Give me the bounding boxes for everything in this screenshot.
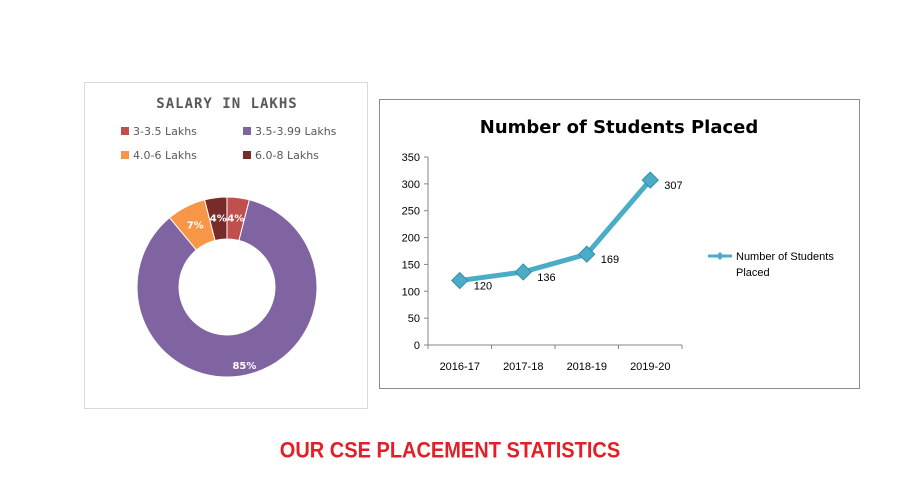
y-tick-label: 250: [402, 206, 420, 218]
donut-data-labels: 4% 85% 7% 4%: [187, 214, 257, 373]
y-tick-label: 200: [402, 233, 420, 245]
data-point-marker: [578, 245, 596, 263]
slice-data-label: 7%: [187, 221, 204, 232]
salary-donut-panel: SALARY IN LAKHS 3-3.5 Lakhs 3.5-3.99 Lakh…: [84, 82, 368, 409]
legend-entry: Number of Students Placed: [736, 251, 834, 279]
salary-donut-chart: SALARY IN LAKHS 3-3.5 Lakhs 3.5-3.99 Lakh…: [121, 96, 337, 378]
donut-legend: 3-3.5 Lakhs 3.5-3.99 Lakhs 4.0-6 Lakhs 6.0-…: [121, 125, 337, 162]
y-axis: 0 50 100 150 200 250 300 350: [402, 152, 429, 352]
legend-entry: 3.5-3.99 Lakhs: [255, 125, 337, 138]
slice-data-label: 85%: [232, 361, 256, 372]
y-tick-label: 100: [402, 286, 420, 298]
series-line: [459, 178, 653, 284]
y-tick-label: 0: [414, 340, 420, 352]
legend-entry: 3-3.5 Lakhs: [133, 125, 197, 138]
legend-swatch: [243, 151, 251, 159]
y-tick-label: 300: [402, 179, 420, 191]
line-legend: Number of Students Placed: [708, 251, 834, 279]
x-axis: 2016-17 2017-18 2018-19 2019-20: [427, 344, 683, 373]
data-point-label: 307: [664, 180, 682, 192]
x-tick-label: 2018-19: [567, 361, 607, 373]
data-point-marker: [514, 263, 532, 281]
data-point-marker: [641, 171, 659, 189]
legend-entry: 4.0-6 Lakhs: [133, 149, 197, 162]
footer-caption: OUR CSE PLACEMENT STATISTICS: [279, 438, 621, 464]
slice-data-label: 4%: [227, 214, 244, 225]
data-point-marker: [451, 271, 469, 290]
x-tick-label: 2017-18: [503, 361, 543, 373]
legend-entry: 6.0-8 Lakhs: [255, 149, 319, 162]
donut-slice: [136, 199, 318, 378]
legend-swatch: [121, 151, 129, 159]
legend-swatch: [121, 127, 129, 135]
line-chart-title: Number of Students Placed: [480, 117, 758, 138]
y-tick-label: 150: [402, 259, 420, 271]
data-point-label: 169: [601, 254, 619, 266]
data-point-label: 120: [474, 281, 492, 293]
y-tick-label: 350: [402, 152, 420, 164]
slice-data-label: 4%: [210, 214, 227, 225]
students-placed-panel: Number of Students Placed 0 50 100 150 200 25…: [379, 99, 860, 389]
legend-marker-swatch: [716, 252, 724, 260]
series-students-placed: 120 136 169 307: [451, 171, 683, 293]
data-point-label: 136: [537, 272, 555, 284]
students-placed-line-chart: Number of Students Placed 0 50 100 150 200 25…: [402, 117, 835, 373]
donut-slice: [204, 196, 228, 242]
y-tick-label: 50: [408, 313, 420, 325]
legend-swatch: [243, 127, 251, 135]
donut-slices: [136, 196, 318, 378]
donut-title: SALARY IN LAKHS: [156, 96, 297, 112]
x-tick-label: 2016-17: [440, 361, 480, 373]
x-tick-label: 2019-20: [630, 361, 670, 373]
